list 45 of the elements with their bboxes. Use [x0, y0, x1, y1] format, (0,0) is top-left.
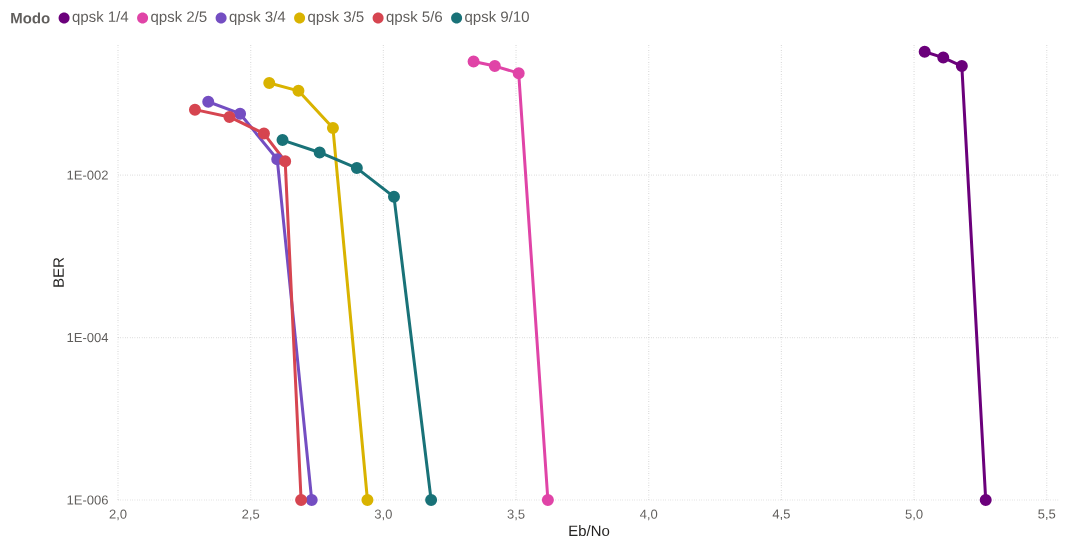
legend-label: qpsk 5/6	[386, 10, 443, 25]
x-tick-label: 5,5	[1038, 509, 1056, 521]
legend-label: qpsk 3/4	[229, 10, 286, 25]
point	[512, 67, 525, 80]
y-tick-label: 1E-006	[67, 495, 108, 505]
point	[488, 60, 501, 73]
x-tick-label: 4,5	[772, 509, 790, 521]
point	[425, 493, 438, 506]
point	[918, 45, 931, 58]
point	[188, 103, 201, 116]
point	[350, 162, 363, 175]
legend-label: qpsk 1/4	[72, 10, 129, 25]
point	[467, 55, 480, 68]
point	[313, 146, 326, 159]
x-tick-label: 3,5	[507, 509, 525, 521]
point	[361, 493, 374, 506]
point	[979, 493, 992, 506]
x-tick-label: 5,0	[905, 509, 923, 521]
point	[279, 155, 292, 168]
point	[541, 493, 554, 506]
point	[202, 95, 215, 108]
legend-label: qpsk 2/5	[151, 10, 207, 25]
x-tick-label: 4,0	[639, 509, 658, 521]
point	[223, 110, 236, 123]
point	[234, 107, 247, 120]
point	[955, 60, 968, 73]
x-axis-title: Eb/No	[569, 525, 610, 537]
point	[292, 84, 305, 97]
point	[326, 122, 339, 135]
point	[295, 493, 308, 506]
legend-title: Modo	[11, 12, 50, 24]
point	[276, 134, 289, 147]
y-tick-label: 1E-002	[67, 170, 108, 180]
y-tick-label: 1E-004	[67, 332, 109, 343]
point	[263, 77, 276, 90]
point	[305, 493, 318, 506]
legend-label: qpsk 3/5	[308, 10, 364, 25]
x-tick-label: 3,0	[374, 509, 392, 521]
point	[937, 51, 950, 64]
y-axis-title: BER	[53, 257, 64, 287]
point	[257, 127, 270, 140]
x-tick-label: 2,0	[109, 509, 127, 521]
legend-label: qpsk 9/10	[465, 10, 529, 25]
x-tick-label: 2,5	[242, 509, 260, 521]
point	[387, 190, 400, 203]
